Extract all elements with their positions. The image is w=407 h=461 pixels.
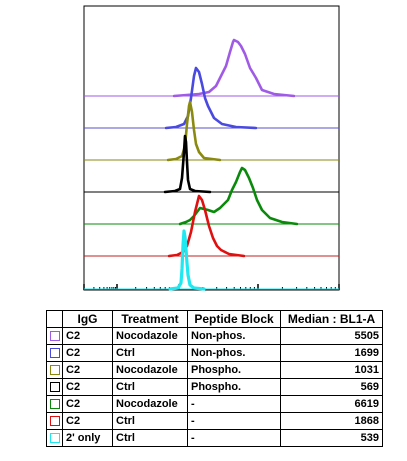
histogram-curves bbox=[163, 38, 299, 291]
legend-row: C2 Nocodazole Phospho. 1031 bbox=[46, 361, 383, 379]
histogram-series-1 bbox=[172, 38, 296, 98]
histogram-overlay-plot bbox=[83, 5, 340, 291]
histogram-series-7 bbox=[168, 229, 206, 291]
legend-swatch-cell bbox=[46, 412, 63, 430]
legend-row: C2 Ctrl Non-phos. 1699 bbox=[46, 344, 383, 362]
legend-igg-cell: C2 bbox=[62, 412, 113, 430]
header-igg: IgG bbox=[62, 310, 113, 328]
legend-treatment-cell: Nocodazole bbox=[112, 327, 188, 345]
legend-swatch bbox=[49, 382, 60, 393]
legend-peptide-block-cell: Non-phos. bbox=[187, 344, 281, 362]
legend-median-cell: 6619 bbox=[280, 395, 383, 413]
legend-row: C2 Nocodazole Non-phos. 5505 bbox=[46, 327, 383, 345]
legend-table: IgG Treatment Peptide Block Median : BL1… bbox=[46, 310, 383, 447]
legend-row: C2 Ctrl -1868 bbox=[46, 412, 383, 430]
plot-frame bbox=[83, 5, 340, 291]
legend-swatch bbox=[49, 433, 60, 444]
header-treatment: Treatment bbox=[112, 310, 188, 328]
legend-swatch-cell bbox=[46, 361, 63, 379]
legend-igg-cell: C2 bbox=[62, 378, 113, 396]
histogram-series-3 bbox=[166, 100, 222, 162]
legend-treatment-cell: Nocodazole bbox=[112, 395, 188, 413]
legend-swatch-cell bbox=[46, 378, 63, 396]
legend-peptide-block-cell: - bbox=[187, 429, 281, 447]
legend-treatment-cell: Nocodazole bbox=[112, 361, 188, 379]
legend-treatment-cell: Ctrl bbox=[112, 378, 188, 396]
legend-peptide-block-cell: - bbox=[187, 395, 281, 413]
legend-igg-cell: C2 bbox=[62, 344, 113, 362]
header-peptide-block: Peptide Block bbox=[187, 310, 281, 328]
legend-treatment-cell: Ctrl bbox=[112, 429, 188, 447]
header-median: Median : BL1-A bbox=[280, 310, 383, 328]
histogram-series-2 bbox=[164, 66, 258, 130]
legend-swatch bbox=[49, 399, 60, 410]
legend-peptide-block-cell: Phospho. bbox=[187, 378, 281, 396]
legend-swatch-header bbox=[46, 310, 63, 328]
legend-median-cell: 5505 bbox=[280, 327, 383, 345]
legend-swatch-cell bbox=[46, 344, 63, 362]
legend-treatment-cell: Ctrl bbox=[112, 344, 188, 362]
legend-swatch-cell bbox=[46, 395, 63, 413]
legend-swatch bbox=[49, 348, 60, 359]
legend-median-cell: 1868 bbox=[280, 412, 383, 430]
legend-igg-cell: C2 bbox=[62, 327, 113, 345]
histogram-series-4 bbox=[163, 134, 212, 194]
legend-swatch bbox=[49, 416, 60, 427]
legend-peptide-block-cell: Non-phos. bbox=[187, 327, 281, 345]
legend-peptide-block-cell: Phospho. bbox=[187, 361, 281, 379]
legend-row: C2 Nocodazole -6619 bbox=[46, 395, 383, 413]
legend-row: C2 Ctrl Phospho. 569 bbox=[46, 378, 383, 396]
legend-header-row: IgG Treatment Peptide Block Median : BL1… bbox=[46, 310, 383, 328]
legend-igg-cell: C2 bbox=[62, 361, 113, 379]
legend-igg-cell: C2 bbox=[62, 395, 113, 413]
legend-swatch bbox=[49, 331, 60, 342]
legend-igg-cell: 2' only bbox=[62, 429, 113, 447]
legend-median-cell: 1031 bbox=[280, 361, 383, 379]
legend-swatch-cell bbox=[46, 429, 63, 447]
legend-swatch-cell bbox=[46, 327, 63, 345]
legend-row: 2' only Ctrl -539 bbox=[46, 429, 383, 447]
legend-median-cell: 539 bbox=[280, 429, 383, 447]
legend-median-cell: 569 bbox=[280, 378, 383, 396]
legend-swatch bbox=[49, 365, 60, 376]
legend-median-cell: 1699 bbox=[280, 344, 383, 362]
legend-peptide-block-cell: - bbox=[187, 412, 281, 430]
legend-treatment-cell: Ctrl bbox=[112, 412, 188, 430]
